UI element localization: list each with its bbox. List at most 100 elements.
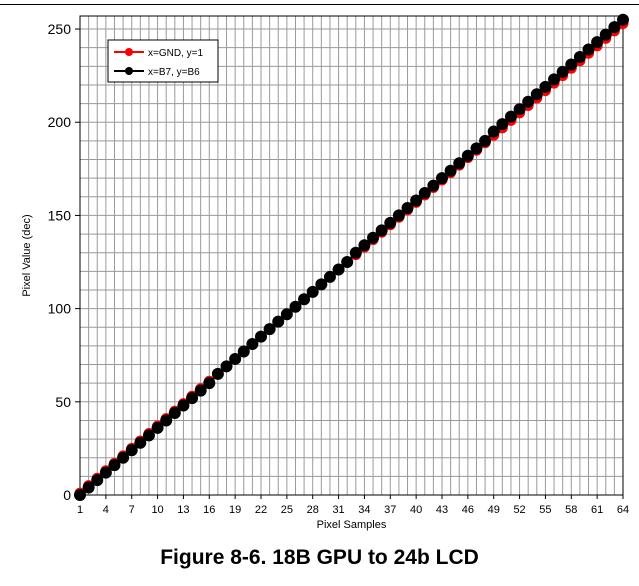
data-point [177, 399, 190, 412]
data-point [375, 224, 388, 237]
data-point [427, 179, 440, 192]
legend-swatch-marker [125, 67, 133, 75]
data-point [556, 65, 569, 78]
data-point [298, 293, 311, 306]
x-tick-label: 25 [281, 504, 293, 516]
data-point [522, 95, 535, 108]
data-point [461, 149, 474, 162]
data-point [599, 28, 612, 41]
data-point [410, 194, 423, 207]
x-tick-label: 28 [307, 504, 319, 516]
x-axis-label: Pixel Samples [317, 519, 387, 531]
data-point [591, 36, 604, 49]
plot-border [79, 15, 624, 496]
data-point [151, 421, 164, 434]
data-point [289, 300, 302, 313]
data-point [99, 466, 112, 479]
y-tick-label: 100 [48, 301, 72, 317]
data-point [272, 315, 285, 328]
data-point [436, 172, 448, 185]
data-point [323, 270, 336, 283]
legend: x=GND, y=1 x=B7, y=B6 [107, 39, 219, 83]
legend-box [107, 39, 219, 83]
data-point [487, 125, 500, 138]
data-point [617, 13, 629, 26]
series-layer [74, 13, 629, 501]
data-point [332, 263, 345, 276]
data-point [280, 308, 293, 321]
data-point [608, 21, 621, 34]
data-point [513, 103, 526, 116]
data-point [401, 201, 414, 214]
x-tick-label: 55 [539, 504, 551, 516]
legend-entry-label: x=B7, y=B6 [148, 67, 200, 78]
x-tick-label: 52 [513, 504, 525, 516]
x-tick-label: 1 [77, 504, 83, 516]
data-point [229, 352, 242, 365]
data-point [237, 345, 250, 358]
data-point [392, 209, 405, 222]
data-point [315, 278, 328, 291]
legend-swatch-marker [125, 48, 133, 56]
x-tick-label: 19 [229, 504, 241, 516]
data-point [470, 142, 483, 155]
y-tick-label: 250 [48, 21, 72, 37]
x-tick-label: 58 [565, 504, 577, 516]
data-point [134, 436, 147, 449]
data-point [211, 367, 224, 380]
data-point [306, 285, 319, 298]
data-point [160, 414, 173, 427]
y-tick-label: 50 [55, 394, 71, 410]
x-tick-label: 61 [591, 504, 603, 516]
data-point [125, 444, 138, 457]
x-tick-label: 64 [617, 504, 629, 516]
data-point [367, 231, 380, 244]
series-2 [74, 13, 629, 501]
data-point [530, 88, 543, 101]
data-point [255, 330, 267, 343]
y-tick-label: 0 [63, 487, 71, 503]
x-tick-label: 49 [488, 504, 500, 516]
line-chart: 0 50 100 150 200 250 1 4 7 10 13 16 19 22 25 28 31 34 37 40… [21, 13, 629, 531]
data-point [358, 239, 371, 252]
x-tick-label: 34 [358, 504, 370, 516]
top-rule [0, 4, 639, 5]
x-tick-label: 4 [103, 504, 109, 516]
data-point [186, 392, 199, 405]
data-point [194, 384, 207, 397]
x-tick-label: 46 [462, 504, 474, 516]
data-point [384, 216, 397, 229]
data-point [74, 489, 86, 501]
x-tick-label: 43 [436, 504, 448, 516]
data-point [548, 73, 561, 86]
data-point [444, 164, 457, 177]
data-point [341, 256, 354, 269]
data-point [453, 157, 466, 170]
data-point [117, 451, 130, 464]
data-point [220, 360, 233, 373]
x-tick-label: 16 [203, 504, 215, 516]
data-point [108, 459, 121, 472]
data-point [263, 323, 276, 336]
x-tick-label: 13 [177, 504, 189, 516]
x-tick-label: 37 [384, 504, 396, 516]
data-point [565, 58, 578, 71]
data-point [142, 429, 155, 442]
data-point [504, 110, 517, 123]
y-tick-label: 200 [48, 114, 72, 130]
x-tick-label: 40 [410, 504, 422, 516]
data-point [246, 338, 259, 351]
legend-entry-label: x=GND, y=1 [148, 48, 203, 59]
y-tick-label: 150 [48, 207, 72, 223]
data-point [91, 474, 104, 487]
x-tick-label: 22 [255, 504, 267, 516]
y-axis-label: Pixel Value (dec) [21, 214, 33, 296]
data-point [82, 481, 95, 494]
x-tick-label: 7 [129, 504, 135, 516]
axis-ticks: 0 50 100 150 200 250 1 4 7 10 13 16 19 22 25 28 31 34 37 40… [48, 21, 629, 516]
data-point [496, 118, 509, 131]
data-point [573, 51, 586, 64]
figure-caption: Figure 8-6. 18B GPU to 24b LCD [160, 546, 479, 569]
data-point [582, 43, 595, 56]
data-point [168, 406, 181, 419]
